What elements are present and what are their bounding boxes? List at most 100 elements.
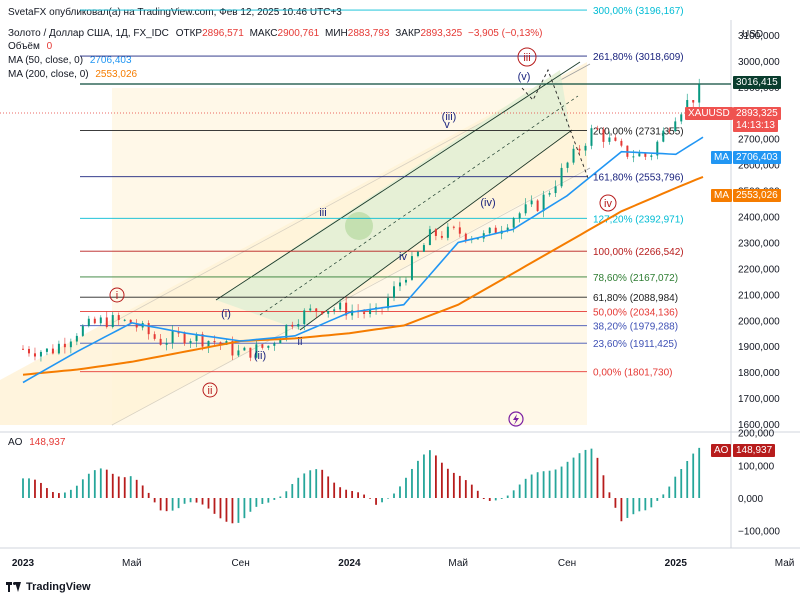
candle-body	[512, 218, 515, 228]
wave-v-paren[interactable]: (v)	[518, 71, 531, 83]
ao-bar	[518, 484, 521, 498]
price-tick-label: 2100,000	[738, 290, 780, 301]
ao-bar	[34, 479, 36, 498]
ao-bar	[93, 470, 96, 498]
wave-iii-minor[interactable]: iii	[319, 207, 326, 219]
ao-bar	[147, 492, 150, 498]
wave-ii-circle[interactable]	[202, 382, 218, 398]
ao-bar	[117, 476, 120, 498]
ao-bar	[434, 455, 437, 498]
candle-body	[656, 141, 659, 156]
candle-body	[189, 341, 192, 344]
time-tick-label: Май	[448, 558, 468, 569]
wave-i-circle[interactable]	[109, 287, 125, 303]
candle-body	[237, 350, 240, 356]
ao-bar	[81, 479, 84, 498]
wave-iii-circle[interactable]	[517, 47, 537, 67]
ao-bar	[375, 498, 377, 505]
candle-body	[105, 317, 108, 328]
candle-body	[440, 235, 443, 238]
volume-legend[interactable]: Объём 0	[8, 40, 52, 53]
ao-bar	[476, 490, 479, 498]
ao-bar	[249, 498, 252, 512]
ao-legend[interactable]: AO 148,937	[8, 436, 65, 449]
candle-body	[410, 256, 413, 280]
wave-ii-paren[interactable]: (ii)	[254, 350, 266, 362]
wave-iv-minor[interactable]: iv	[399, 251, 407, 263]
ao-bar	[614, 498, 617, 508]
fib-levels[interactable]: 0,00% (1801,730) 23,60% (1911,425) 38,20% …	[80, 6, 684, 379]
ao-bar	[692, 453, 695, 498]
candle-body	[39, 351, 42, 357]
wave-iii-paren[interactable]: (iii)	[442, 111, 457, 123]
wave-i-paren[interactable]: (i)	[221, 308, 231, 320]
inner-channel-fill[interactable]	[216, 70, 570, 330]
ao-bar	[183, 498, 186, 504]
price-axis[interactable]: 3100,0003000,0002900,0002800,0002700,000…	[738, 31, 780, 431]
ao-bar	[656, 498, 659, 501]
ma50-legend[interactable]: MA (50, close, 0) 2706,403	[8, 54, 132, 67]
ao-bar	[327, 476, 330, 498]
ao-histogram[interactable]	[22, 447, 701, 524]
candle-body	[668, 130, 671, 132]
ao-bar	[46, 488, 48, 498]
candle-body	[536, 200, 539, 212]
candle-body	[33, 353, 36, 357]
candle-body	[542, 194, 545, 212]
ao-bar	[351, 491, 354, 498]
ao-bar	[596, 457, 599, 498]
time-axis[interactable]: 2023МайСен2024МайСен2025МайСен2026	[12, 558, 800, 569]
wave-iv-paren[interactable]: (iv)	[480, 197, 495, 209]
candle-body	[291, 324, 294, 327]
ao-bar	[225, 498, 228, 522]
ao-label: AO	[8, 437, 23, 448]
candle-body	[249, 347, 252, 358]
price-tick-label: 2600,000	[738, 161, 780, 172]
ma50-line[interactable]	[22, 136, 704, 384]
wave-iv-circle[interactable]	[599, 194, 617, 212]
ao-bar	[488, 498, 491, 501]
ao-bar	[195, 498, 198, 503]
ma200-line[interactable]	[22, 175, 704, 376]
fib-level-label: 261,80% (3018,609)	[593, 52, 684, 63]
symbol-legend[interactable]: Золото / Доллар США, 1Д, FX_IDC ОТКР2896…	[8, 27, 542, 40]
candle-body	[147, 323, 150, 335]
ao-axis-value-tag: 148,937	[733, 444, 776, 457]
candle-body	[662, 130, 665, 142]
candle-body	[153, 334, 156, 339]
ao-bar	[662, 494, 665, 498]
ao-bar	[464, 480, 467, 498]
ao-bar	[590, 448, 593, 498]
candle-body	[111, 315, 114, 328]
candle-body	[219, 342, 222, 345]
inner-channel-mid[interactable]	[259, 95, 579, 316]
symbol-axis-tag: XAUUSD	[685, 107, 733, 120]
ao-bar	[393, 493, 395, 498]
fib-level-label: 127,20% (2392,971)	[593, 214, 684, 225]
ao-bar	[506, 495, 509, 498]
ao-bar	[333, 482, 336, 498]
wave-ii-minor[interactable]: ii	[298, 336, 303, 348]
ao-bar	[674, 476, 677, 498]
projection-path[interactable]	[521, 68, 589, 179]
candle-body	[243, 347, 246, 351]
ao-axis[interactable]: 200,000 100,000 0,000 −100,000	[738, 429, 780, 538]
ao-bar	[452, 472, 455, 498]
candle-body	[464, 233, 467, 241]
ao-value: 148,937	[29, 437, 66, 448]
ao-bar	[512, 490, 515, 498]
ao-tick-label: 100,000	[738, 461, 775, 472]
tradingview-logo[interactable]: TradingView	[6, 579, 91, 595]
inner-channel-upper[interactable]	[215, 61, 581, 301]
wave-v-minor[interactable]: v	[444, 119, 450, 131]
lightning-icon[interactable]	[508, 411, 524, 427]
price-tick-label: 1800,000	[738, 368, 780, 379]
candle-body	[69, 341, 72, 348]
ao-bar	[554, 469, 557, 498]
ma200-legend[interactable]: MA (200, close, 0) 2553,026	[8, 68, 137, 81]
price-tick-label: 2300,000	[738, 238, 780, 249]
candle-body	[273, 343, 276, 346]
ao-bar	[303, 473, 306, 498]
candle-body	[566, 162, 569, 168]
